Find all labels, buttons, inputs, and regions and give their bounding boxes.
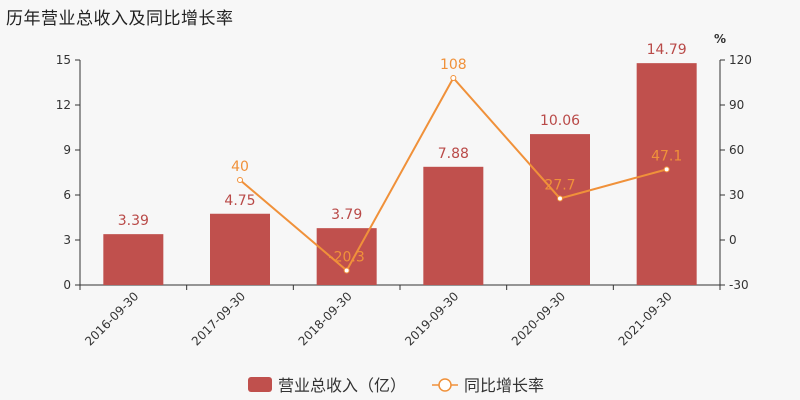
growth-value-label: 27.7 [544,177,575,193]
bar [423,166,484,285]
bar-value-label: 10.06 [540,113,580,129]
growth-value-label: 47.1 [651,148,682,164]
bar-value-label: 4.75 [224,193,255,209]
y-left-tick-label: 9 [63,143,71,157]
growth-value-label: 40 [231,159,249,175]
x-tick-label: 2016-09-30 [82,289,141,348]
legend-line-label: 同比增长率 [464,376,544,395]
bar-value-label: 3.79 [331,207,362,223]
bar-value-label: 7.88 [438,146,469,162]
y-right-tick-label: 30 [729,188,744,202]
x-tick-label: 2019-09-30 [402,289,461,348]
y-left-tick-label: 15 [56,53,71,67]
growth-point [663,166,670,173]
y-right-unit: % [714,32,726,46]
bar [210,213,270,285]
growth-point [557,195,563,202]
legend: 营业总收入（亿） 同比增长率 [248,376,544,395]
growth-value-label: -20.3 [329,249,365,265]
y-right-tick-label: 120 [729,53,752,67]
growth-point [237,177,243,183]
bar [530,134,590,285]
y-left-tick-label: 12 [56,98,71,112]
x-tick-label: 2017-09-30 [189,289,248,348]
x-tick-label: 2021-09-30 [616,289,675,348]
chart-title: 历年营业总收入及同比增长率 [6,9,234,29]
data-labels: 3.39 4.75 3.79 7.88 10.06 14.79 40 -20.3 108 27.7… [118,42,687,265]
y-left-tick-label: 3 [63,233,71,247]
y-right-tick-label: 0 [729,233,737,247]
legend-bar-label: 营业总收入（亿） [278,376,406,395]
y-left-tick-label: 0 [63,278,71,292]
y-right-tick-label: -30 [729,278,749,292]
growth-line [237,75,670,274]
legend-line-marker [438,378,452,392]
bar-value-label: 3.39 [118,213,149,229]
growth-value-label: 108 [440,57,467,73]
y-right-tick-label: 60 [729,143,744,157]
y-right-tick-label: 90 [729,98,744,112]
bar-value-label: 14.79 [647,42,687,58]
x-tick-label: 2020-09-30 [509,289,568,348]
growth-point [343,267,350,274]
bar [103,234,164,285]
legend-bar-swatch [248,377,272,392]
x-tick-label: 2018-09-30 [296,289,355,348]
y-left-tick-label: 6 [63,188,71,202]
growth-point [450,75,457,81]
bar [316,228,377,285]
